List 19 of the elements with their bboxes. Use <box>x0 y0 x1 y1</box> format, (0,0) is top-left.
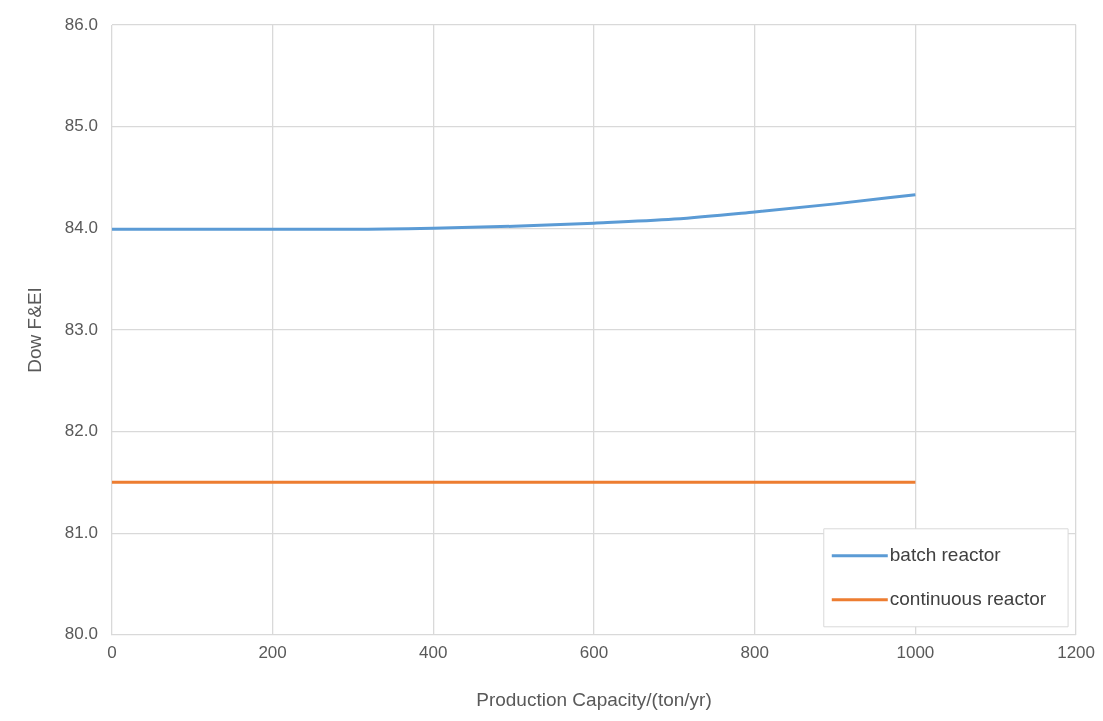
x-tick-label: 400 <box>419 642 448 662</box>
y-tick-label: 81.0 <box>64 522 98 542</box>
legend-label: batch reactor <box>889 544 1002 566</box>
line-series <box>111 193 917 231</box>
x-tick-label: 200 <box>258 642 287 662</box>
y-tick-label: 83.0 <box>64 319 98 339</box>
x-tick-label: 1000 <box>896 642 935 662</box>
x-tick-label: 600 <box>579 642 609 662</box>
x-tick-label: 1200 <box>1057 642 1095 662</box>
x-tick-label: 800 <box>740 642 769 662</box>
y-tick-label: 86.0 <box>64 14 98 34</box>
legend-label: continuous reactor <box>889 588 1047 610</box>
x-axis-title: Production Capacity/(ton/yr) <box>476 688 712 710</box>
y-axis-title: Dow F&EI <box>23 287 45 373</box>
y-tick-label: 85.0 <box>64 116 98 136</box>
y-tick-label: 82.0 <box>64 421 98 441</box>
x-tick-label: 0 <box>107 642 117 662</box>
y-tick-label: 80.0 <box>64 624 98 644</box>
y-tick-label: 84.0 <box>64 217 98 237</box>
